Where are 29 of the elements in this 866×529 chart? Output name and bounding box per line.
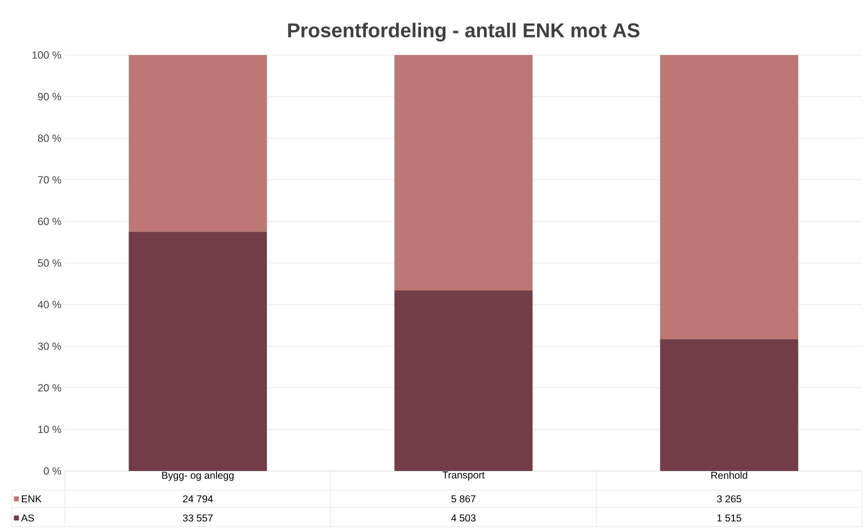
legend-label: AS: [21, 514, 34, 522]
text: 4 503: [451, 514, 476, 522]
y-tick-label: 90 %: [38, 92, 62, 100]
y-tick-label: 0 %: [44, 467, 62, 475]
x-tick-label: Renhold: [711, 472, 748, 479]
chart-title: Prosentfordeling - antall ENK mot AS: [288, 22, 640, 42]
bar: [660, 54, 798, 340]
x-tick-label: Bygg- og anlegg: [162, 472, 234, 481]
text: 33 557: [182, 514, 213, 522]
bar: [128, 232, 267, 471]
y-tick-label: 50 %: [38, 259, 62, 267]
legend-label: ENK: [22, 495, 42, 502]
text: 5 867: [451, 495, 476, 502]
y-tick-label: 40 %: [38, 300, 62, 308]
text: 1 515: [717, 514, 742, 522]
bar: [394, 54, 533, 290]
y-tick-label: 80 %: [38, 134, 62, 142]
bar: [660, 339, 798, 471]
x-tick-label: Transport: [442, 472, 485, 480]
y-tick-label: 70 %: [38, 176, 62, 184]
text: 3 265: [717, 495, 742, 502]
bar: [394, 290, 533, 471]
y-tick-label: 60 %: [38, 218, 62, 226]
y-tick-label: 30 %: [38, 342, 62, 350]
y-tick-label: 10 %: [38, 426, 62, 434]
y-tick-label: 100 %: [32, 51, 62, 59]
text: 24 794: [183, 495, 213, 502]
bar: [128, 54, 267, 232]
y-tick-label: 20 %: [38, 384, 62, 392]
